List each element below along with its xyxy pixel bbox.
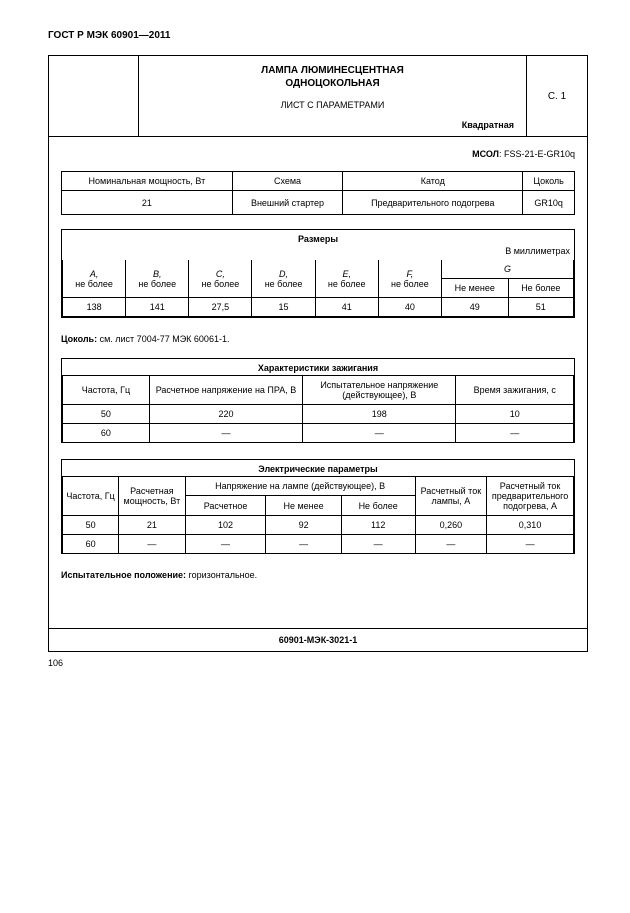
ign-header: Испытательное напряжение (действующее), … (303, 376, 456, 405)
elec-header: Частота, Гц (63, 477, 119, 516)
electrical-table: Частота, Гц Расчетная мощность, Вт Напря… (62, 477, 574, 553)
dimensions-title: Размеры (62, 230, 574, 246)
dim-g-min: Не менее (441, 279, 508, 298)
table-cell: Предварительного подогрева (343, 191, 523, 215)
ign-cell: — (456, 424, 574, 443)
dim-col: E,не более (315, 260, 378, 298)
page: ГОСТ Р МЭК 60901—2011 ЛАМПА ЛЮМИНЕСЦЕНТН… (0, 0, 630, 913)
page-number: 106 (48, 658, 590, 668)
dimensions-table-wrap: Размеры В миллиметрах A,не более B,не бо… (61, 229, 575, 318)
cap-note: Цоколь: см. лист 7004-77 МЭК 60061-1. (61, 334, 575, 344)
header-center: ЛАМПА ЛЮМИНЕСЦЕНТНАЯ ОДНОЦОКОЛЬНАЯ ЛИСТ … (139, 56, 527, 136)
dimensions-table: A,не более B,не более C,не более D,не бо… (62, 260, 574, 317)
dim-value: 41 (315, 298, 378, 317)
elec-subheader: Не менее (266, 496, 341, 516)
ign-cell: 60 (63, 424, 150, 443)
table-cell: 21 (62, 191, 233, 215)
dim-col: A,не более (63, 260, 126, 298)
footer-code: 60901-МЭК-3021-1 (49, 628, 587, 651)
ign-cell: 10 (456, 405, 574, 424)
general-table: Номинальная мощность, Вт Схема Катод Цок… (61, 171, 575, 215)
dim-value: 15 (252, 298, 315, 317)
ign-header: Время зажигания, с (456, 376, 574, 405)
shape-label: Квадратная (143, 120, 522, 130)
elec-cell: — (415, 535, 487, 554)
elec-cell: 60 (63, 535, 119, 554)
ign-cell: — (149, 424, 302, 443)
test-pos-value: горизонтальное. (186, 570, 257, 580)
dim-value: 40 (378, 298, 441, 317)
ignition-table-wrap: Характеристики зажигания Частота, Гц Рас… (61, 358, 575, 443)
table-cell: Внешний стартер (232, 191, 343, 215)
table-header: Катод (343, 172, 523, 191)
ign-cell: — (303, 424, 456, 443)
document-id: ГОСТ Р МЭК 60901—2011 (48, 30, 590, 41)
electrical-table-wrap: Электрические параметры Частота, Гц Расч… (61, 459, 575, 554)
msol-value: : FSS-21-E-GR10q (499, 149, 575, 159)
dim-value: 49 (441, 298, 508, 317)
subtitle: ЛИСТ С ПАРАМЕТРАМИ (143, 100, 522, 110)
cap-note-value: см. лист 7004-77 МЭК 60061-1. (97, 334, 229, 344)
elec-subheader: Расчетное (185, 496, 266, 516)
table-header: Схема (232, 172, 343, 191)
dim-col-g: G (441, 260, 573, 279)
title-line1: ЛАМПА ЛЮМИНЕСЦЕНТНАЯ (143, 64, 522, 77)
msol-line: МСОЛ: FSS-21-E-GR10q (61, 149, 575, 159)
elec-cell: 112 (341, 516, 415, 535)
elec-cell: 50 (63, 516, 119, 535)
elec-header: Напряжение на лампе (действующее), В (185, 477, 415, 496)
page-ref: С. 1 (527, 56, 587, 136)
table-header: Цоколь (523, 172, 575, 191)
elec-header: Расчетный ток лампы, А (415, 477, 487, 516)
dim-value: 27,5 (189, 298, 252, 317)
ign-cell: 198 (303, 405, 456, 424)
elec-cell: — (119, 535, 185, 554)
ign-cell: 50 (63, 405, 150, 424)
msol-label: МСОЛ (472, 149, 499, 159)
dim-value: 51 (508, 298, 573, 317)
cap-note-label: Цоколь: (61, 334, 97, 344)
elec-header: Расчетный ток предварительного подогрева… (487, 477, 574, 516)
ign-header: Расчетное напряжение на ПРА, В (149, 376, 302, 405)
header-left-cell (49, 56, 139, 136)
elec-cell: 0,310 (487, 516, 574, 535)
elec-cell: — (487, 535, 574, 554)
elec-cell: 21 (119, 516, 185, 535)
elec-cell: 0,260 (415, 516, 487, 535)
elec-cell: 92 (266, 516, 341, 535)
ign-header: Частота, Гц (63, 376, 150, 405)
elec-cell: — (266, 535, 341, 554)
ignition-table: Частота, Гц Расчетное напряжение на ПРА,… (62, 376, 574, 442)
table-cell: GR10q (523, 191, 575, 215)
elec-cell: 102 (185, 516, 266, 535)
body-area: МСОЛ: FSS-21-E-GR10q Номинальная мощност… (49, 137, 587, 628)
dimensions-unit: В миллиметрах (62, 246, 574, 260)
elec-header: Расчетная мощность, Вт (119, 477, 185, 516)
dim-g-max: Не более (508, 279, 573, 298)
dim-col: D,не более (252, 260, 315, 298)
elec-subheader: Не более (341, 496, 415, 516)
table-header: Номинальная мощность, Вт (62, 172, 233, 191)
dim-col: C,не более (189, 260, 252, 298)
electrical-title: Электрические параметры (62, 460, 574, 477)
dim-value: 141 (126, 298, 189, 317)
elec-cell: — (185, 535, 266, 554)
ignition-title: Характеристики зажигания (62, 359, 574, 376)
dim-col: B,не более (126, 260, 189, 298)
test-position-note: Испытательное положение: горизонтальное. (61, 570, 575, 580)
title-line2: ОДНОЦОКОЛЬНАЯ (143, 77, 522, 90)
header-row: ЛАМПА ЛЮМИНЕСЦЕНТНАЯ ОДНОЦОКОЛЬНАЯ ЛИСТ … (49, 56, 587, 137)
test-pos-label: Испытательное положение: (61, 570, 186, 580)
datasheet-frame: ЛАМПА ЛЮМИНЕСЦЕНТНАЯ ОДНОЦОКОЛЬНАЯ ЛИСТ … (48, 55, 588, 652)
dim-col: F,не более (378, 260, 441, 298)
elec-cell: — (341, 535, 415, 554)
ign-cell: 220 (149, 405, 302, 424)
dim-value: 138 (63, 298, 126, 317)
